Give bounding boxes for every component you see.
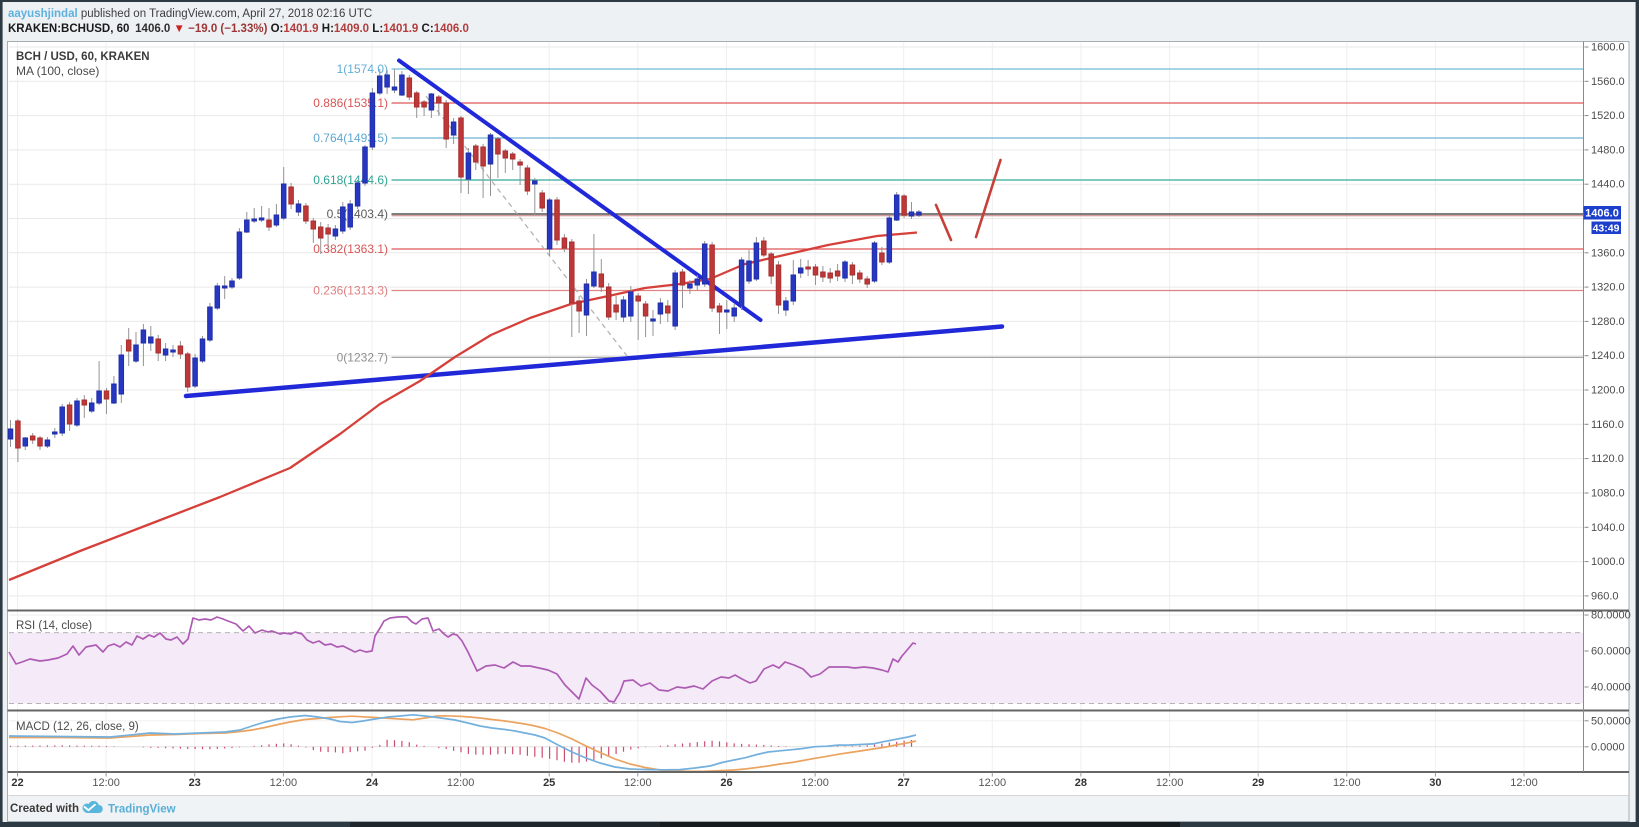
svg-text:12:00: 12:00 (92, 777, 120, 789)
svg-text:1240.0: 1240.0 (1591, 350, 1625, 362)
svg-text:0(1232.7): 0(1232.7) (337, 350, 388, 364)
svg-text:1360.0: 1360.0 (1591, 247, 1625, 259)
svg-text:1600.0: 1600.0 (1591, 42, 1625, 54)
svg-text:1406.0: 1406.0 (1585, 208, 1619, 220)
svg-text:KRAKEN:BCHUSD, 60 1406.0 ▼ −19: KRAKEN:BCHUSD, 60 1406.0 ▼ −19.0 (−1.33%… (8, 23, 469, 35)
svg-text:1000.0: 1000.0 (1591, 556, 1625, 568)
svg-text:0.382(1363.1): 0.382(1363.1) (313, 242, 388, 256)
svg-text:MACD (12, 26, close, 9): MACD (12, 26, close, 9) (16, 721, 139, 733)
svg-text:MA (100, close): MA (100, close) (16, 64, 99, 78)
svg-text:TradingView: TradingView (108, 804, 176, 816)
svg-text:1480.0: 1480.0 (1591, 144, 1625, 156)
svg-text:25: 25 (543, 777, 555, 789)
svg-text:26: 26 (720, 777, 732, 789)
svg-text:28: 28 (1075, 777, 1087, 789)
svg-text:29: 29 (1252, 777, 1264, 789)
svg-text:0.5(1403.4): 0.5(1403.4) (327, 207, 388, 221)
svg-text:12:00: 12:00 (1510, 777, 1538, 789)
svg-text:0.618(1444.6): 0.618(1444.6) (313, 173, 388, 187)
svg-text:1120.0: 1120.0 (1591, 453, 1624, 465)
svg-text:1560.0: 1560.0 (1591, 76, 1625, 88)
svg-text:24: 24 (366, 777, 379, 789)
svg-text:aayushjindal published on Trad: aayushjindal published on TradingView.co… (8, 8, 372, 20)
svg-text:12:00: 12:00 (447, 777, 475, 789)
svg-text:RSI (14, close): RSI (14, close) (16, 620, 92, 632)
svg-text:50.0000: 50.0000 (1591, 715, 1631, 727)
svg-text:960.0: 960.0 (1591, 590, 1619, 602)
svg-text:12:00: 12:00 (624, 777, 652, 789)
svg-text:1320.0: 1320.0 (1591, 282, 1625, 294)
svg-text:43:49: 43:49 (1593, 223, 1620, 235)
svg-text:1(1574.0): 1(1574.0) (337, 62, 388, 76)
svg-text:22: 22 (11, 777, 23, 789)
svg-text:1160.0: 1160.0 (1591, 419, 1624, 431)
svg-text:30: 30 (1429, 777, 1441, 789)
svg-text:BCH / USD, 60, KRAKEN: BCH / USD, 60, KRAKEN (16, 51, 150, 63)
svg-text:60.0000: 60.0000 (1591, 646, 1631, 658)
svg-text:12:00: 12:00 (1333, 777, 1361, 789)
svg-text:1280.0: 1280.0 (1591, 316, 1625, 328)
svg-text:12:00: 12:00 (801, 777, 829, 789)
svg-text:12:00: 12:00 (270, 777, 298, 789)
svg-text:12:00: 12:00 (979, 777, 1007, 789)
svg-text:1440.0: 1440.0 (1591, 179, 1625, 191)
svg-text:1200.0: 1200.0 (1591, 385, 1625, 397)
svg-text:0.236(1313.3): 0.236(1313.3) (313, 284, 388, 298)
svg-text:1520.0: 1520.0 (1591, 110, 1625, 122)
svg-text:40.0000: 40.0000 (1591, 682, 1631, 694)
svg-text:27: 27 (898, 777, 910, 789)
svg-text:12:00: 12:00 (1156, 777, 1184, 789)
svg-text:80.0000: 80.0000 (1591, 610, 1631, 622)
svg-text:0.764(1493.5): 0.764(1493.5) (313, 131, 388, 145)
svg-text:0.0000: 0.0000 (1591, 741, 1625, 753)
svg-text:1080.0: 1080.0 (1591, 488, 1625, 500)
svg-text:0.886(1535.1): 0.886(1535.1) (313, 96, 388, 110)
svg-text:1040.0: 1040.0 (1591, 522, 1625, 534)
svg-text:Created with: Created with (10, 803, 79, 815)
svg-text:23: 23 (189, 777, 201, 789)
